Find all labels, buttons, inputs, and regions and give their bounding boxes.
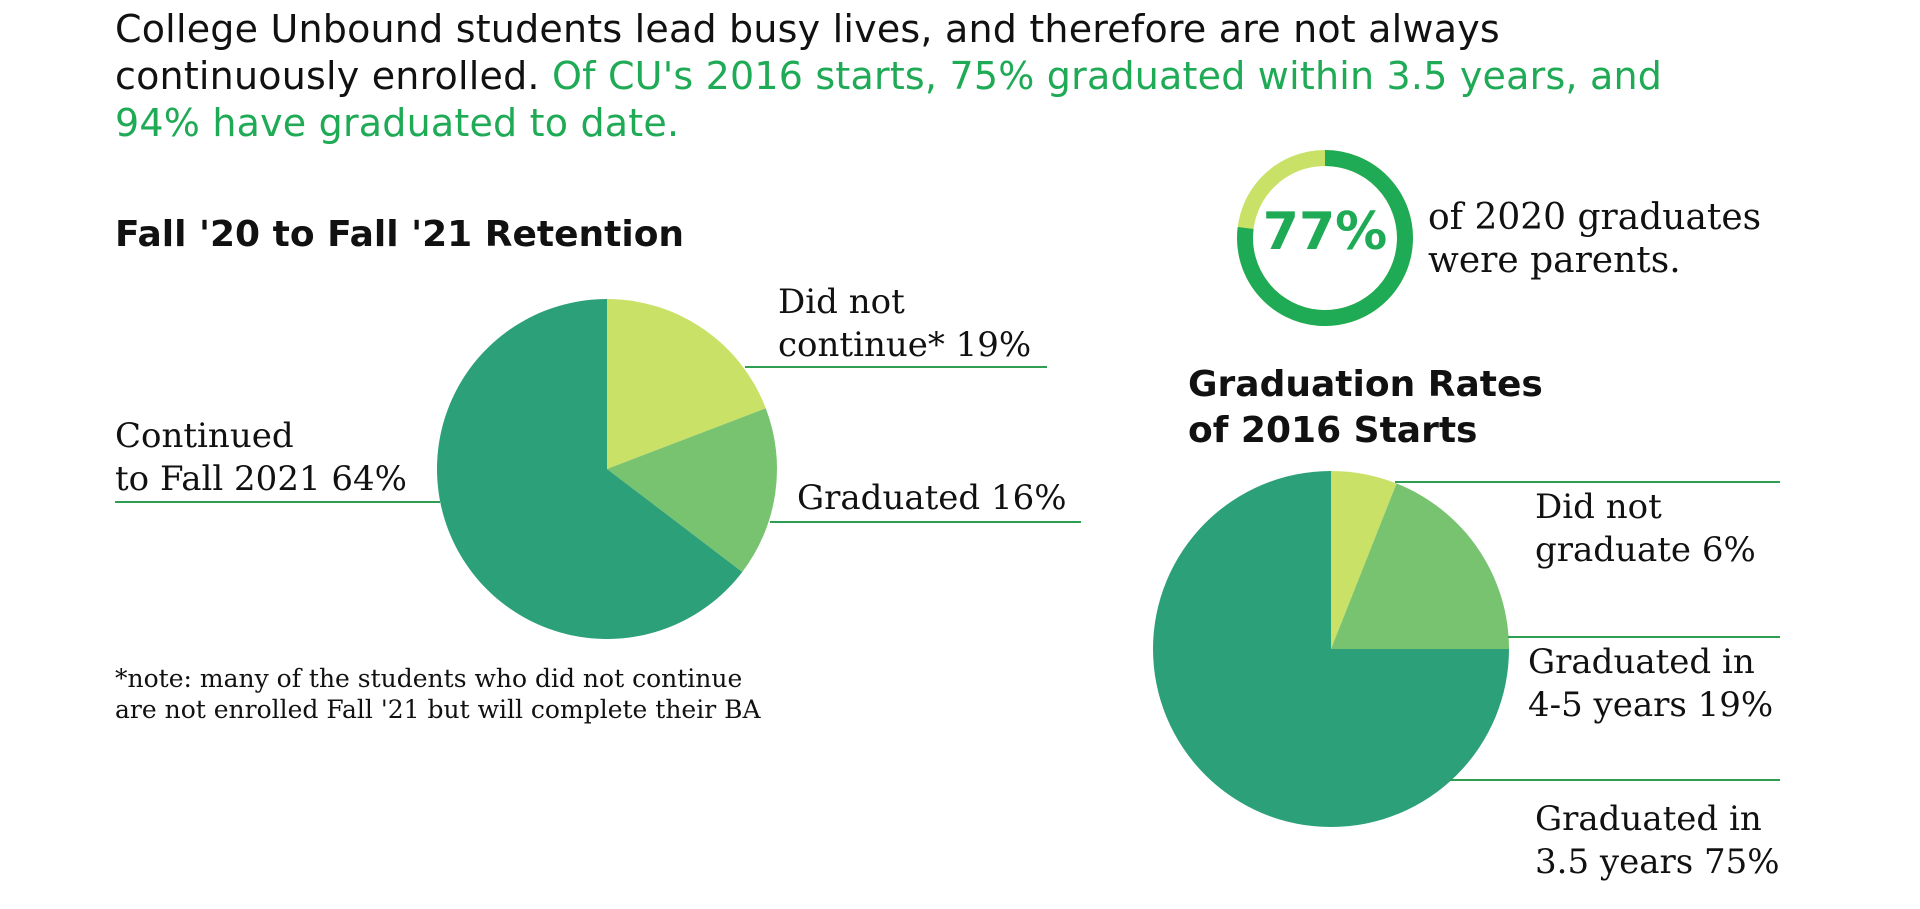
headline-text: College Unbound students lead busy lives… <box>115 7 1500 98</box>
retention-slice-continued-to-fall-2021 <box>436 299 743 639</box>
label-line: 4-5 years 19% <box>1528 685 1774 725</box>
ring-progress <box>1237 150 1413 326</box>
note-line: *note: many of the students who did not … <box>115 664 743 693</box>
stat-line: were parents. <box>1428 240 1681 281</box>
parents-stat-text: of 2020 graduates were parents. <box>1428 196 1761 282</box>
headline: College Unbound students lead busy lives… <box>115 6 1715 147</box>
graduation-pie <box>1153 471 1509 827</box>
retention-label-continued: Continued to Fall 2021 64% <box>115 415 407 501</box>
title-line: of 2016 Starts <box>1188 410 1478 451</box>
retention-label-did-not-continue: Did not continue* 19% <box>778 281 1031 367</box>
note-line: are not enrolled Fall '21 but will compl… <box>115 695 761 724</box>
label-line: Did not <box>778 282 905 322</box>
retention-slice-did-not-continue <box>607 299 766 469</box>
label-line: continue* 19% <box>778 325 1032 365</box>
leader-lines <box>115 366 1780 781</box>
retention-note: *note: many of the students who did not … <box>115 663 761 725</box>
graduation-label-4-5-years: Graduated in 4-5 years 19% <box>1528 641 1773 727</box>
graduation-label-did-not-graduate: Did not graduate 6% <box>1535 486 1756 572</box>
parents-ring <box>1237 150 1413 326</box>
retention-title: Fall '20 to Fall '21 Retention <box>115 214 685 255</box>
headline-highlight: Of CU's 2016 starts, 75% graduated withi… <box>115 54 1663 145</box>
label-line: Graduated 16% <box>797 478 1067 518</box>
graduation-label-3-5-years: Graduated in 3.5 years 75% <box>1535 798 1780 884</box>
label-line: Continued <box>115 416 294 456</box>
graduation-slice-did-not-graduate <box>1331 471 1397 649</box>
label-line: graduate 6% <box>1535 530 1756 570</box>
retention-label-graduated: Graduated 16% <box>797 477 1067 520</box>
stat-line: of 2020 graduates <box>1428 197 1762 238</box>
label-line: to Fall 2021 64% <box>115 459 407 499</box>
label-line: Graduated in <box>1528 642 1755 682</box>
graduation-slice-graduated-in-4-5-years <box>1331 483 1509 649</box>
retention-pie <box>436 299 778 639</box>
retention-slice-graduated <box>607 408 778 572</box>
graduation-slice-graduated-in-3-5-years <box>1153 471 1509 827</box>
label-line: Graduated in <box>1535 799 1762 839</box>
label-line: 3.5 years 75% <box>1535 842 1780 882</box>
label-line: Did not <box>1535 487 1662 527</box>
title-line: Graduation Rates <box>1188 364 1543 405</box>
parents-stat-value: 77% <box>1262 202 1388 262</box>
graduation-title: Graduation Rates of 2016 Starts <box>1188 362 1543 454</box>
